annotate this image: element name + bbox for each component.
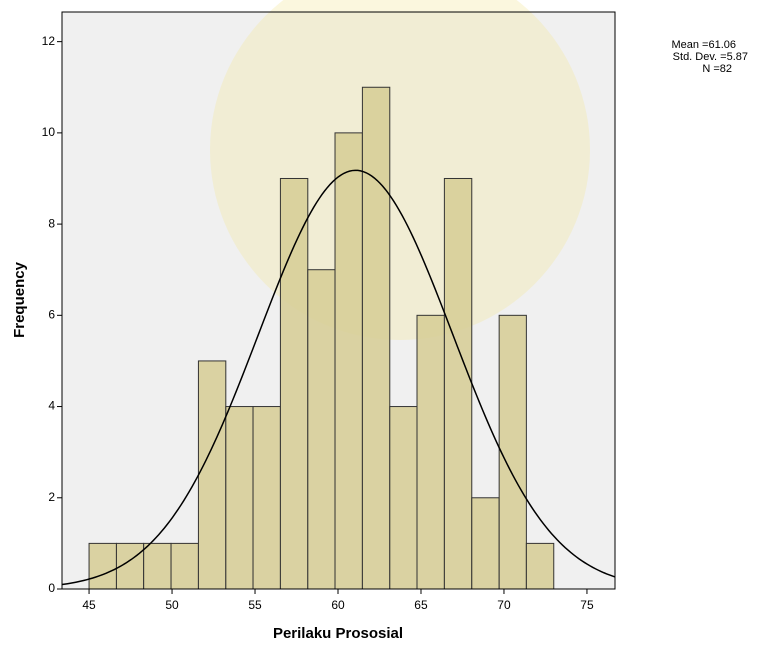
normal-curve — [61, 169, 616, 586]
x-tick-label: 55 — [248, 598, 262, 612]
bar — [279, 177, 309, 590]
bar — [252, 406, 281, 590]
y-tick-label: 12 — [42, 34, 56, 48]
bar — [389, 406, 418, 590]
bar — [143, 542, 172, 590]
x-axis-title: Perilaku Prososial — [273, 625, 403, 642]
bar — [443, 177, 473, 590]
bar — [498, 314, 527, 590]
x-tick-label: 70 — [497, 598, 511, 612]
y-tick-label: 10 — [42, 125, 56, 139]
bar — [471, 497, 500, 590]
y-tick-label: 8 — [48, 216, 55, 230]
x-tick-label: 60 — [331, 598, 345, 612]
bar — [170, 542, 199, 590]
y-tick-label: 2 — [48, 490, 55, 504]
y-tick-label: 4 — [48, 399, 55, 413]
x-tick-label: 45 — [82, 598, 96, 612]
bar — [361, 86, 391, 590]
x-tick-label: 50 — [165, 598, 179, 612]
bar — [88, 542, 117, 590]
bar — [525, 542, 555, 590]
x-tick-label: 75 — [580, 598, 594, 612]
stat-n: N =82 — [702, 63, 732, 75]
bar — [197, 360, 227, 590]
x-tick-label: 65 — [414, 598, 428, 612]
stat-mean: Mean =61.06 — [671, 39, 736, 51]
y-axis-title: Frequency — [11, 261, 28, 338]
y-tick-label: 0 — [48, 581, 55, 595]
bar — [334, 132, 363, 590]
bar — [416, 314, 445, 590]
bar — [307, 269, 336, 590]
bar — [225, 406, 254, 590]
y-tick-label: 6 — [48, 307, 55, 321]
stat-sd: Std. Dev. =5.87 — [673, 51, 748, 63]
